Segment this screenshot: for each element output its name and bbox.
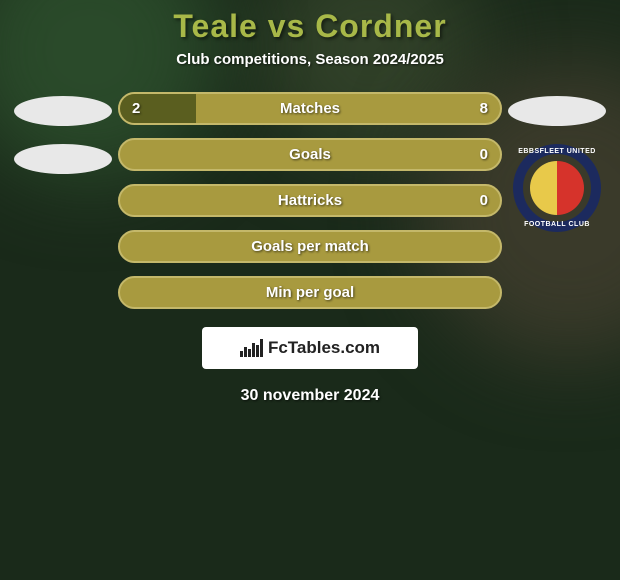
stat-bar: Hattricks0 — [118, 184, 502, 217]
stat-bar: Matches2 8 — [118, 92, 502, 125]
stat-bar: Goals0 — [118, 138, 502, 171]
player-silhouette — [14, 144, 112, 174]
chart-icon — [240, 339, 262, 357]
brand-badge: FcTables.com — [202, 327, 418, 369]
infographic-container: Teale vs Cordner Club competitions, Seas… — [0, 0, 620, 405]
stat-label: Goals — [120, 140, 500, 169]
comparison-area: Matches28Goals0Hattricks0Goals per match… — [0, 92, 620, 309]
stat-value-left: 2 — [132, 94, 140, 123]
stat-value-right: 0 — [480, 140, 488, 169]
date-label: 30 november 2024 — [0, 387, 620, 405]
player-silhouette — [508, 96, 606, 126]
stats-bars: Matches28Goals0Hattricks0Goals per match… — [118, 92, 502, 309]
club-crest: EBBSFLEET UNITEDFOOTBALL CLUB — [513, 144, 601, 232]
subtitle: Club competitions, Season 2024/2025 — [0, 51, 620, 68]
stat-value-right: 8 — [480, 94, 488, 123]
player-silhouette — [14, 96, 112, 126]
stat-label: Goals per match — [120, 232, 500, 261]
stat-label: Min per goal — [120, 278, 500, 307]
stat-bar: Min per goal — [118, 276, 502, 309]
stat-label: Hattricks — [120, 186, 500, 215]
left-player-col — [8, 92, 118, 174]
page-title: Teale vs Cordner — [0, 8, 620, 45]
stat-label: Matches — [120, 94, 500, 123]
brand-text: FcTables.com — [268, 338, 380, 358]
right-player-col: EBBSFLEET UNITEDFOOTBALL CLUB — [502, 92, 612, 232]
stat-value-right: 0 — [480, 186, 488, 215]
stat-bar: Goals per match — [118, 230, 502, 263]
